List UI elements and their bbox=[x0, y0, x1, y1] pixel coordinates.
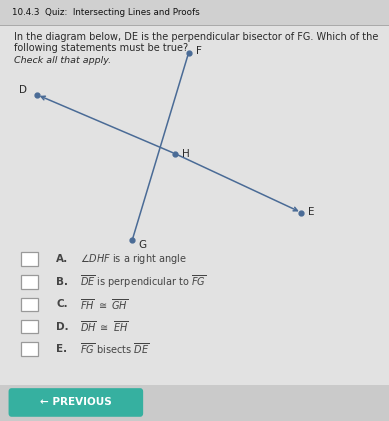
FancyBboxPatch shape bbox=[21, 275, 38, 289]
Text: E: E bbox=[308, 207, 315, 217]
Text: B.: B. bbox=[56, 277, 68, 287]
Bar bbox=[0, 25, 389, 385]
FancyBboxPatch shape bbox=[21, 252, 38, 266]
Text: D: D bbox=[19, 85, 28, 95]
Text: A.: A. bbox=[56, 254, 68, 264]
Text: $\overline{FG}$ bisects $\overline{DE}$: $\overline{FG}$ bisects $\overline{DE}$ bbox=[80, 341, 149, 357]
Text: $\overline{DE}$ is perpendicular to $\overline{FG}$: $\overline{DE}$ is perpendicular to $\ov… bbox=[80, 274, 206, 290]
Text: In the diagram below, DE is the perpendicular bisector of FG. Which of the: In the diagram below, DE is the perpendi… bbox=[14, 32, 378, 42]
Bar bbox=[0, 25, 389, 26]
Text: E.: E. bbox=[56, 344, 68, 354]
Text: ← PREVIOUS: ← PREVIOUS bbox=[40, 397, 112, 408]
FancyBboxPatch shape bbox=[21, 342, 38, 356]
Text: $\overline{FH}\ \cong\ \overline{GH}$: $\overline{FH}\ \cong\ \overline{GH}$ bbox=[80, 297, 128, 312]
Text: $\angle DHF$ is a right angle: $\angle DHF$ is a right angle bbox=[80, 252, 187, 266]
Text: following statements must be true?: following statements must be true? bbox=[14, 43, 188, 53]
Text: $\overline{DH}\ \cong\ \overline{EH}$: $\overline{DH}\ \cong\ \overline{EH}$ bbox=[80, 319, 128, 334]
Text: G: G bbox=[138, 240, 146, 250]
Text: 10.4.3  Quiz:  Intersecting Lines and Proofs: 10.4.3 Quiz: Intersecting Lines and Proo… bbox=[12, 8, 200, 17]
Text: H: H bbox=[182, 149, 190, 159]
FancyBboxPatch shape bbox=[9, 388, 143, 417]
Text: C.: C. bbox=[56, 299, 68, 309]
FancyBboxPatch shape bbox=[21, 298, 38, 311]
Text: Check all that apply.: Check all that apply. bbox=[14, 56, 111, 64]
Text: F: F bbox=[196, 45, 202, 56]
Text: D.: D. bbox=[56, 322, 69, 332]
FancyBboxPatch shape bbox=[21, 320, 38, 333]
Bar bbox=[0, 0, 389, 25]
